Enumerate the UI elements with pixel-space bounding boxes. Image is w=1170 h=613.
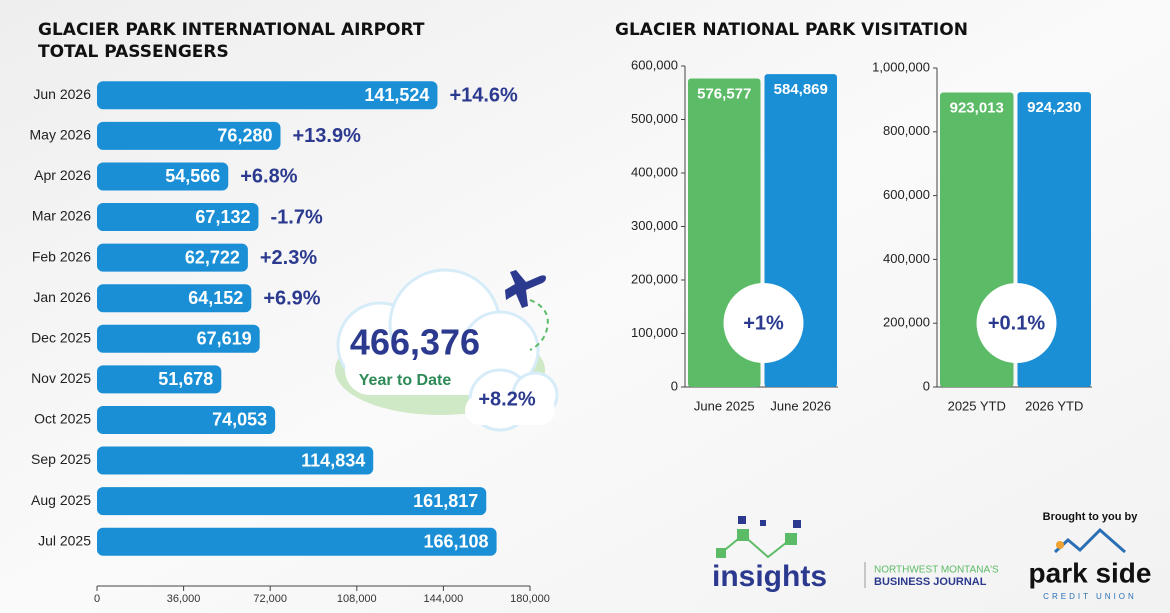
category-label: Sep 2025: [31, 451, 91, 467]
change-label: +13.9%: [292, 125, 361, 147]
category-label: Oct 2025: [34, 411, 91, 427]
value-label: 76,280: [217, 126, 272, 146]
y-tick-label: 0: [923, 378, 930, 393]
y-tick-label: 500,000: [631, 111, 678, 126]
bar: [97, 365, 222, 394]
bar: [97, 121, 281, 150]
chart-title: GLACIER PARK INTERNATIONAL AIRPORT: [38, 20, 425, 40]
sponsor-name: park side: [1029, 557, 1152, 588]
category-label: June 2026: [770, 398, 831, 413]
category-label: May 2026: [30, 127, 92, 143]
y-tick-label: 200,000: [631, 271, 678, 286]
y-tick-label: 800,000: [883, 123, 930, 138]
value-label: 74,053: [212, 410, 267, 430]
value-label: 114,834: [301, 450, 365, 470]
value-label: 923,013: [950, 100, 1004, 117]
value-label: 62,722: [185, 247, 240, 267]
annotation: +1%: [743, 312, 784, 334]
cloud: [335, 268, 559, 432]
sponsor-sub: CREDIT UNION: [1043, 592, 1137, 601]
category-label: Apr 2026: [34, 167, 91, 183]
bar: [97, 81, 438, 110]
annotation-circle: [976, 283, 1057, 363]
ytd-caption: Year to Date: [359, 372, 452, 389]
category-label: 2026 YTD: [1025, 398, 1083, 413]
category-label: Feb 2026: [32, 248, 91, 264]
value-label: 64,152: [188, 288, 243, 308]
ytd-total: 466,376: [350, 322, 480, 363]
y-tick-label: 300,000: [631, 218, 678, 233]
tagline: NORTHWEST MONTANA'S: [874, 565, 999, 576]
chart-title: TOTAL PASSENGERS: [38, 42, 229, 62]
category-label: Jan 2026: [33, 289, 91, 305]
x-tick-label: 36,000: [167, 593, 201, 605]
change-label: +14.6%: [449, 85, 518, 107]
chart-title: GLACIER NATIONAL PARK VISITATION: [615, 20, 968, 40]
value-label: 67,619: [197, 329, 252, 349]
value-label: 141,524: [364, 85, 429, 105]
tagline: BUSINESS JOURNAL: [874, 576, 987, 588]
change-label: +6.8%: [240, 166, 297, 188]
value-label: 54,566: [165, 166, 220, 186]
bar: [97, 243, 248, 272]
value-label: 67,132: [195, 207, 250, 227]
bar: [97, 203, 259, 232]
bar: [97, 446, 374, 475]
y-tick-label: 100,000: [631, 325, 678, 340]
x-tick-label: 0: [94, 593, 100, 605]
bar: [97, 405, 276, 434]
x-tick-label: 144,000: [424, 593, 464, 605]
change-label: -1.7%: [270, 206, 322, 228]
y-tick-label: 600,000: [631, 57, 678, 72]
x-tick-label: 108,000: [337, 593, 377, 605]
bar: [97, 284, 252, 313]
insights-logo: insights NORTHWEST MONTANA'S BUSINESS JO…: [712, 516, 999, 593]
insights-wordmark: insights: [712, 560, 827, 593]
change-label: +2.3%: [260, 247, 317, 269]
value-label: 576,577: [697, 86, 751, 103]
annotation-circle: [723, 283, 804, 363]
y-tick-label: 1,000,000: [872, 59, 930, 74]
category-label: Jul 2025: [38, 532, 91, 548]
category-label: Dec 2025: [31, 329, 91, 345]
category-label: Jun 2026: [33, 86, 91, 102]
bar: [97, 162, 229, 191]
bar: [97, 527, 497, 556]
value-label: 924,230: [1027, 99, 1081, 116]
category-label: Nov 2025: [31, 370, 91, 386]
y-tick-label: 600,000: [883, 187, 930, 202]
bar: [97, 324, 260, 353]
annotation: +0.1%: [988, 312, 1045, 334]
ytd-change: +8.2%: [478, 388, 535, 410]
y-tick-label: 400,000: [883, 251, 930, 266]
y-tick-label: 200,000: [883, 315, 930, 330]
change-label: +6.9%: [263, 287, 320, 309]
y-tick-label: 400,000: [631, 164, 678, 179]
category-label: Aug 2025: [31, 492, 91, 508]
bar: [97, 487, 487, 516]
value-label: 584,869: [774, 81, 828, 98]
x-tick-label: 180,000: [510, 593, 550, 605]
category-label: 2025 YTD: [948, 398, 1006, 413]
y-tick-label: 0: [671, 378, 678, 393]
x-tick-label: 72,000: [253, 593, 287, 605]
sponsor-logo: Brought to you by park side CREDIT UNION: [1029, 511, 1152, 601]
value-label: 166,108: [424, 531, 489, 551]
category-label: June 2025: [694, 398, 755, 413]
category-label: Mar 2026: [32, 208, 91, 224]
value-label: 51,678: [158, 369, 213, 389]
sponsor-intro: Brought to you by: [1043, 511, 1139, 523]
value-label: 161,817: [413, 491, 478, 511]
